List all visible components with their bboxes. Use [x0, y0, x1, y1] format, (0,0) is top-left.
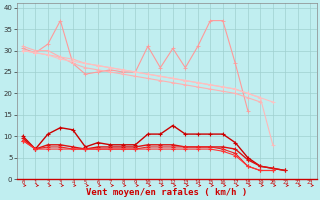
X-axis label: Vent moyen/en rafales ( km/h ): Vent moyen/en rafales ( km/h )	[86, 188, 247, 197]
